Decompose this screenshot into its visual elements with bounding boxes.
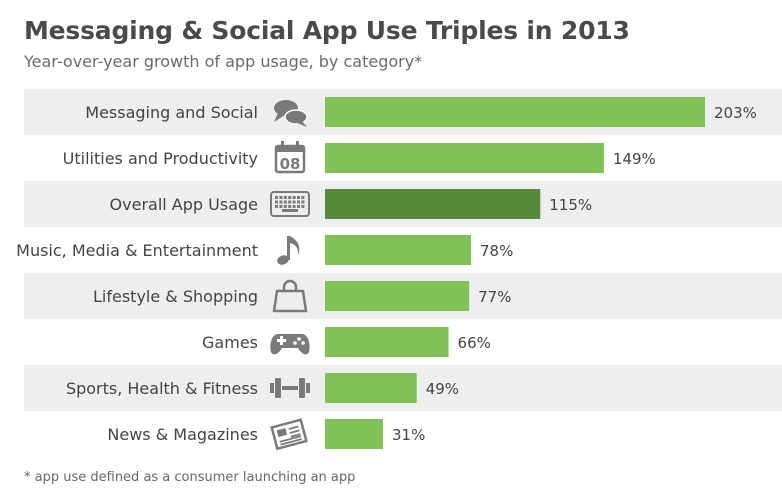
bar bbox=[325, 419, 384, 449]
bar bbox=[325, 327, 449, 357]
svg-text:08: 08 bbox=[280, 155, 301, 173]
keyboard-icon bbox=[270, 191, 310, 217]
bar bbox=[325, 373, 417, 403]
value-label: 66% bbox=[458, 334, 491, 352]
bar bbox=[325, 281, 470, 311]
dumbbell-icon bbox=[270, 378, 310, 398]
category-label: Sports, Health & Fitness bbox=[66, 379, 258, 398]
bar bbox=[325, 189, 541, 219]
value-label: 115% bbox=[549, 196, 592, 214]
bar bbox=[325, 97, 705, 127]
value-label: 78% bbox=[480, 242, 513, 260]
music-note-icon bbox=[277, 236, 300, 265]
shopping-bag-icon bbox=[272, 279, 308, 313]
category-label: Messaging and Social bbox=[85, 103, 258, 122]
value-label: 77% bbox=[478, 288, 511, 306]
newspaper-icon bbox=[270, 418, 308, 451]
category-label: Music, Media & Entertainment bbox=[16, 241, 258, 260]
category-label: Utilities and Productivity bbox=[63, 149, 258, 168]
gamepad-icon bbox=[270, 334, 310, 355]
footnote: * app use defined as a consumer launchin… bbox=[24, 470, 356, 485]
speech-bubbles-icon bbox=[274, 100, 308, 127]
chart-subtitle: Year-over-year growth of app usage, by c… bbox=[24, 52, 423, 71]
bar bbox=[325, 143, 604, 173]
category-label: Lifestyle & Shopping bbox=[93, 287, 258, 306]
value-label: 31% bbox=[392, 426, 425, 444]
chart-title: Messaging & Social App Use Triples in 20… bbox=[24, 16, 630, 45]
calendar-icon: 08 bbox=[274, 141, 306, 174]
category-label: Overall App Usage bbox=[110, 195, 258, 214]
value-label: 149% bbox=[613, 150, 656, 168]
category-label: Games bbox=[202, 333, 258, 352]
category-label: News & Magazines bbox=[107, 425, 258, 444]
bar bbox=[325, 235, 472, 265]
value-label: 49% bbox=[426, 380, 459, 398]
value-label: 203% bbox=[714, 104, 757, 122]
